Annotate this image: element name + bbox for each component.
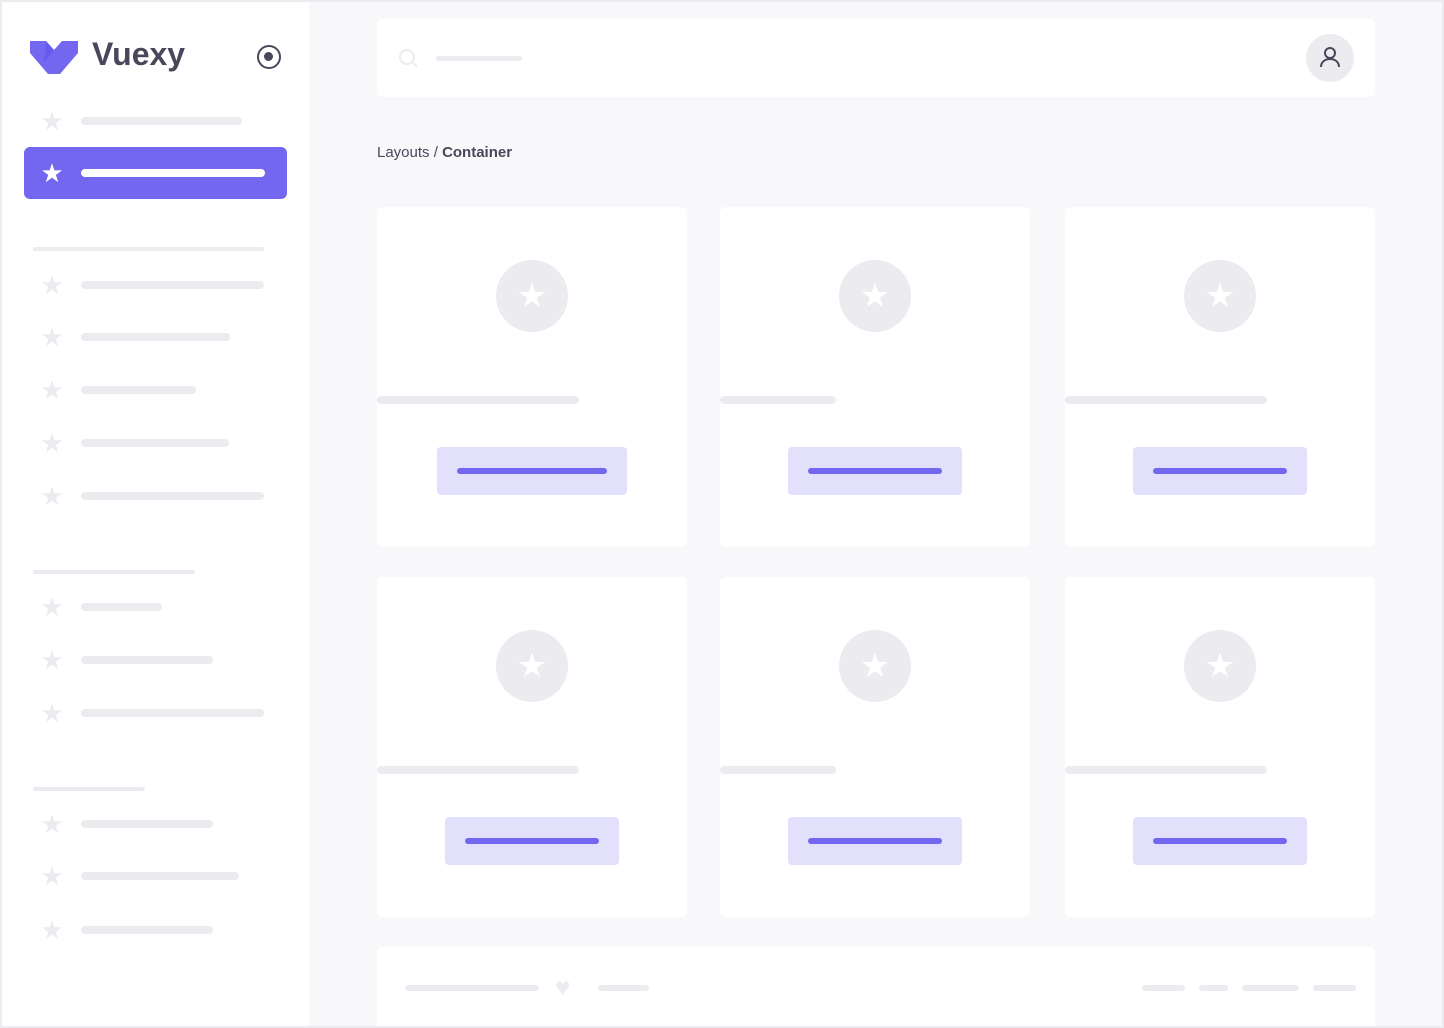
sidebar-section-header [33,247,264,251]
star-icon: ★ [1184,260,1256,332]
search-icon[interactable] [398,48,420,70]
navbar [377,19,1375,97]
sidebar-item[interactable] [81,117,242,125]
footer-text [405,985,539,991]
card-text [720,396,836,404]
star-icon: ★ [40,645,64,675]
footer-link[interactable] [1199,985,1228,991]
star-icon: ★ [40,106,64,136]
card-button[interactable] [1133,817,1307,865]
star-icon: ★ [1184,630,1256,702]
card-button[interactable] [1133,447,1307,495]
card-button[interactable] [788,817,962,865]
star-icon: ★ [40,158,64,188]
star-icon: ★ [839,630,911,702]
card-button-label [1153,838,1287,844]
sidebar-item[interactable] [81,656,213,664]
breadcrumb: Layouts / Container [377,144,512,161]
sidebar-section-header [33,787,145,791]
star-icon: ★ [40,861,64,891]
card-text [377,766,579,774]
star-icon: ★ [40,698,64,728]
footer-link[interactable] [1142,985,1185,991]
heart-icon: ♥ [555,972,571,1002]
sidebar-pin-toggle[interactable] [257,45,281,69]
breadcrumb-separator: / [429,144,443,161]
card: ★ [720,207,1030,547]
card-button[interactable] [788,447,962,495]
card: ★ [377,207,687,547]
radio-circle-icon [264,52,273,61]
footer-link[interactable] [1313,985,1356,991]
sidebar-item[interactable] [81,281,264,289]
card: ★ [377,577,687,917]
sidebar-item[interactable] [81,333,230,341]
card-button[interactable] [437,447,627,495]
sidebar-item-label [81,169,265,177]
sidebar-item[interactable] [81,492,264,500]
sidebar-section-header [33,570,195,574]
card-text [1065,766,1267,774]
card: ★ [1065,577,1375,917]
vuexy-logo [30,41,78,74]
footer-text [598,985,649,991]
footer-link[interactable] [1242,985,1299,991]
card-text [720,766,836,774]
card-button[interactable] [445,817,619,865]
breadcrumb-parent[interactable]: Layouts [377,144,430,161]
card-button-label [465,838,599,844]
card-button-label [808,468,942,474]
user-icon [1320,47,1340,68]
star-icon: ★ [40,428,64,458]
sidebar-item[interactable] [81,926,213,934]
card-button-label [1153,468,1287,474]
card: ★ [720,577,1030,917]
star-icon: ★ [40,809,64,839]
card: ★ [1065,207,1375,547]
sidebar-item[interactable] [81,386,196,394]
sidebar-item[interactable] [81,820,213,828]
avatar[interactable] [1306,34,1354,82]
sidebar-item[interactable] [81,603,162,611]
breadcrumb-current: Container [442,144,513,161]
brand-name: Vuexy [92,36,186,72]
star-icon: ★ [839,260,911,332]
sidebar: Vuexy ★ ★ ★ ★ ★ ★ ★ ★ ★ ★ ★ ★ ★ [2,2,309,1026]
sidebar-item[interactable] [81,872,239,880]
card-text [377,396,579,404]
star-icon: ★ [40,481,64,511]
sidebar-item-active[interactable]: ★ [24,147,287,199]
star-icon: ★ [40,915,64,945]
sidebar-item[interactable] [81,439,229,447]
star-icon: ★ [40,592,64,622]
star-icon: ★ [40,322,64,352]
search-input[interactable] [436,56,522,61]
card-button-label [457,468,607,474]
star-icon: ★ [40,270,64,300]
star-icon: ★ [496,260,568,332]
card-text [1065,396,1267,404]
star-icon: ★ [40,375,64,405]
sidebar-item[interactable] [81,709,264,717]
footer: ♥ [377,947,1375,1026]
star-icon: ★ [496,630,568,702]
card-button-label [808,838,942,844]
